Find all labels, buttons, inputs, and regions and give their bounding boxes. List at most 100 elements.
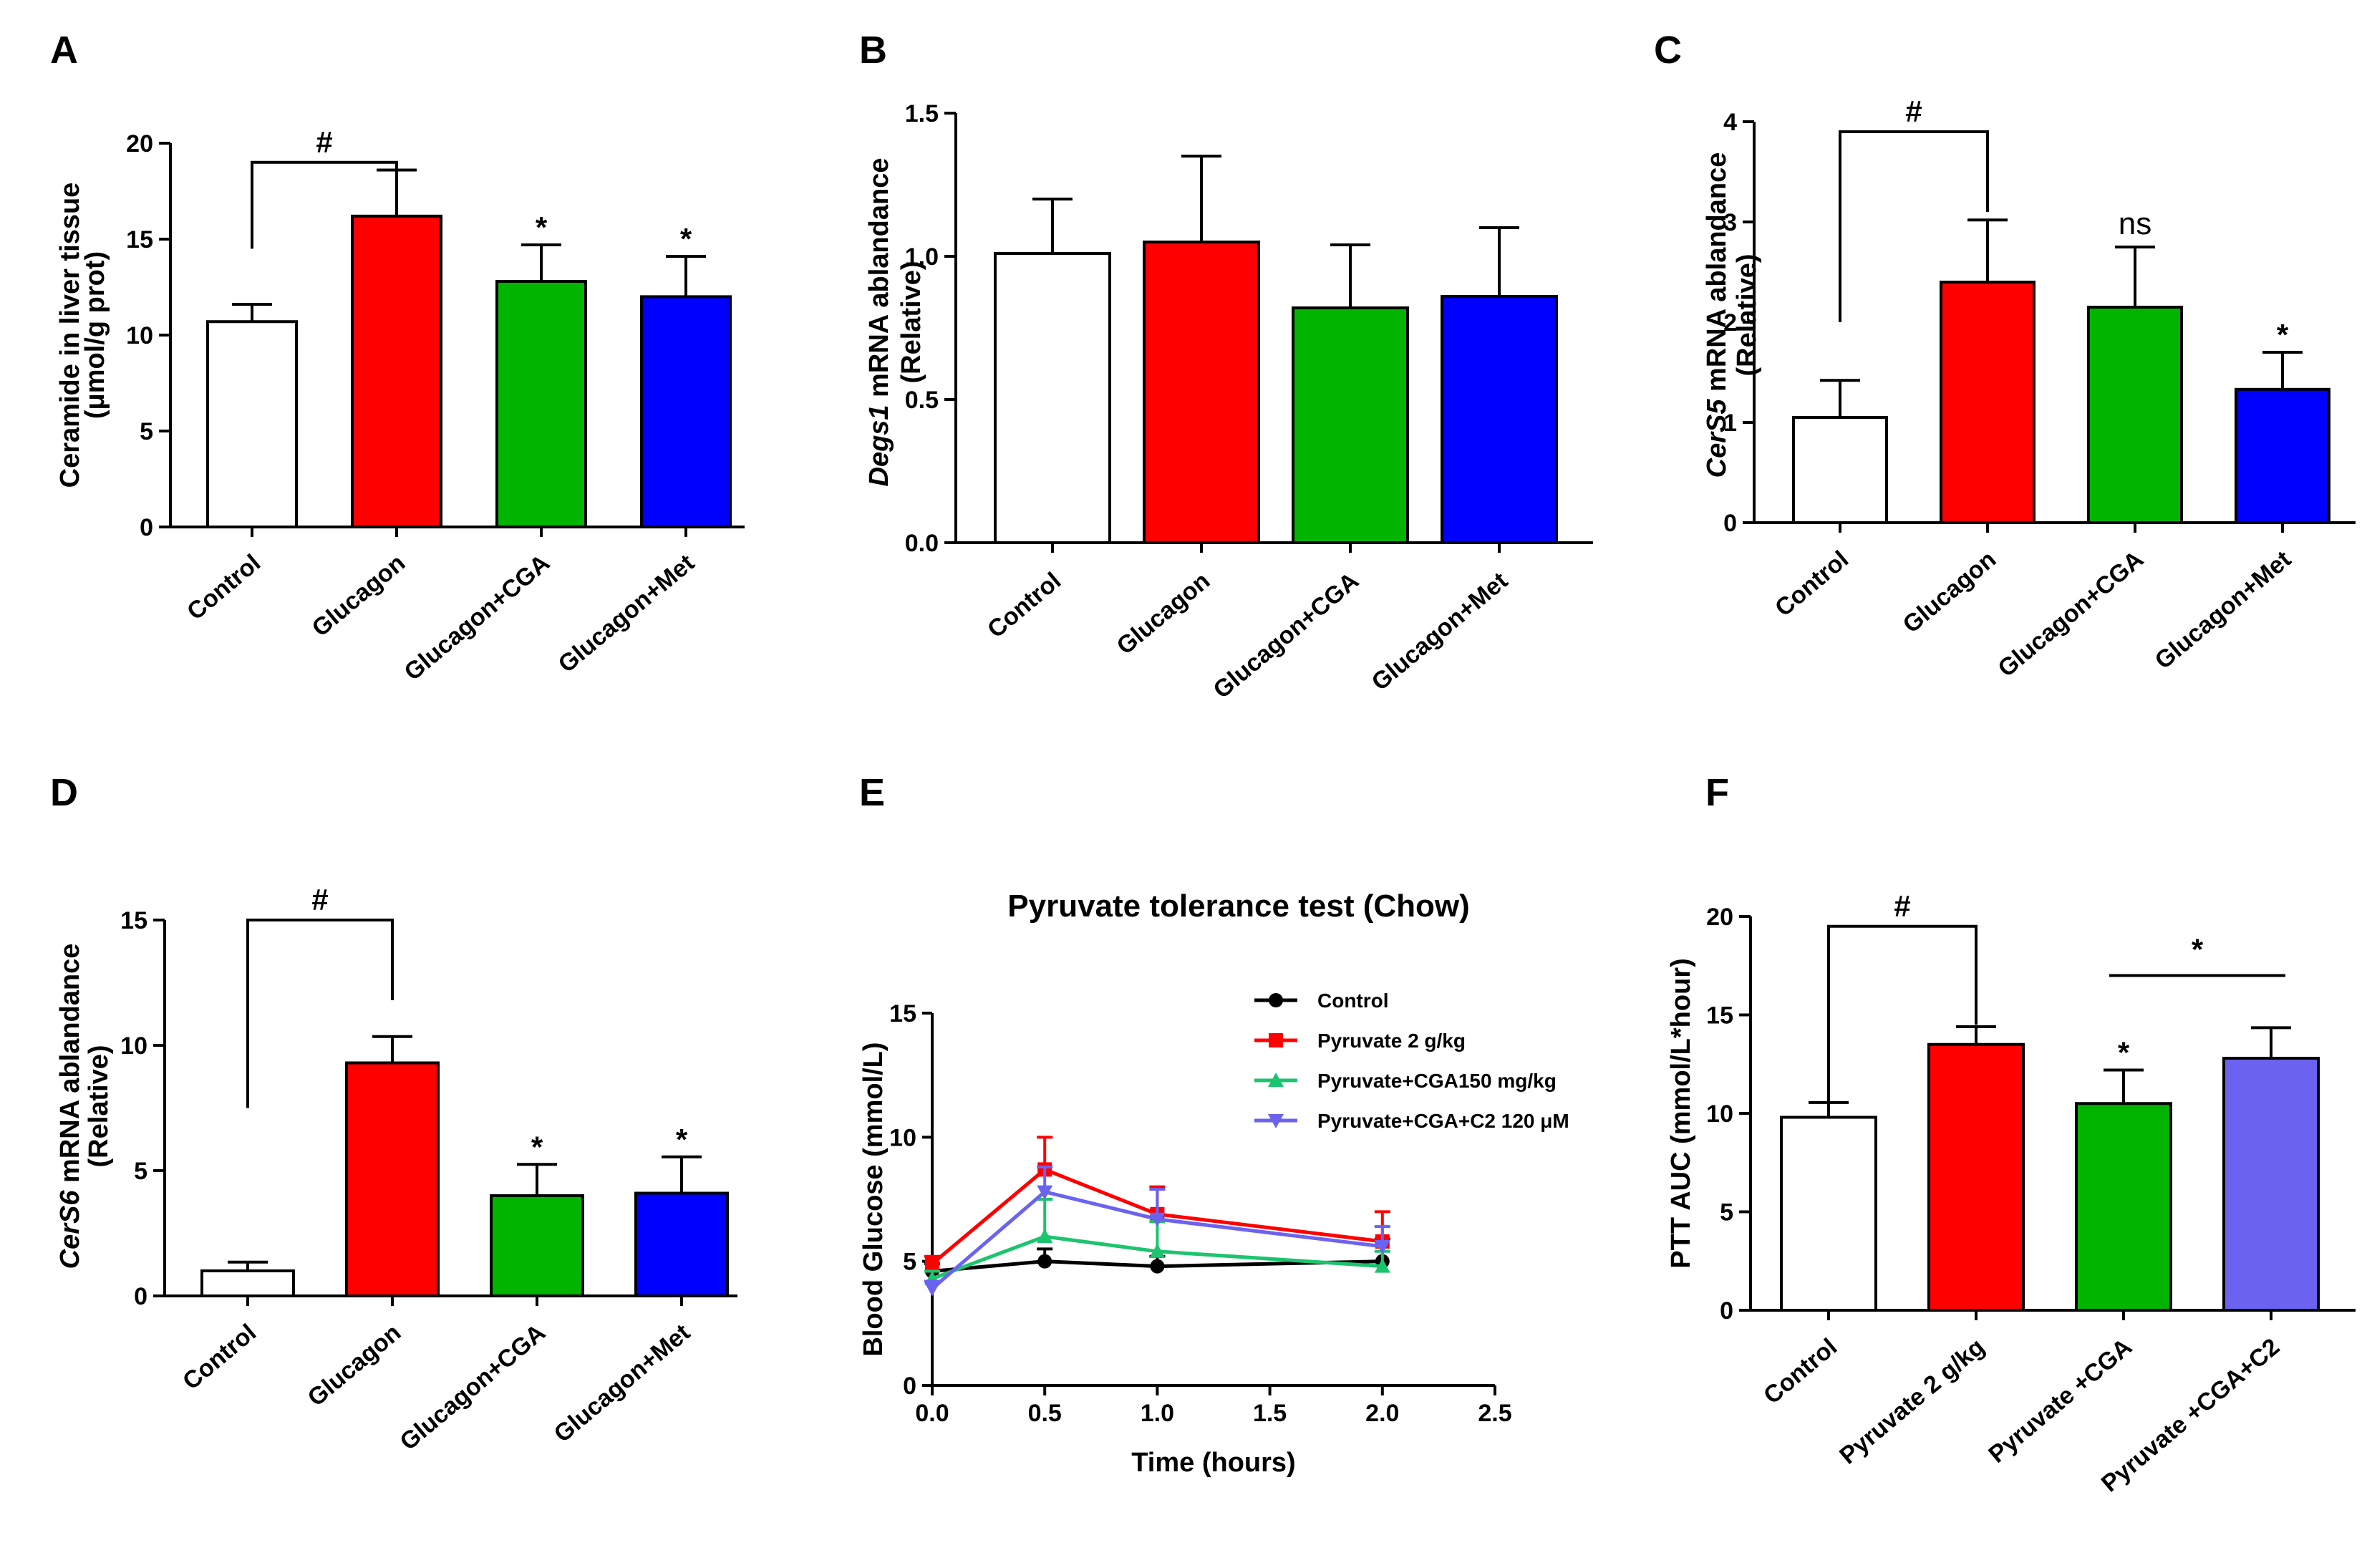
panel-d: D 0 5 10 15 Control GlucagonGlucagon+CGAGlucag… xyxy=(50,771,737,1456)
x-tick-label: 1.0 xyxy=(1141,1400,1174,1427)
y-tick-label: 20 xyxy=(1706,904,1733,931)
category-label: Glucagon+Met xyxy=(553,549,700,678)
category-label: Control xyxy=(182,549,266,626)
y-tick-label: 0.5 xyxy=(905,387,939,414)
y-tick-label: 0 xyxy=(140,514,153,541)
y-tick-label: 10 xyxy=(889,1124,916,1151)
x-tick-label: 0.0 xyxy=(915,1400,949,1427)
significance-mark: * xyxy=(2118,1036,2130,1070)
data-point xyxy=(924,1282,940,1297)
category-label: Control xyxy=(1770,546,1854,622)
bar xyxy=(1927,1042,2025,1312)
category-label: Glucagon+Met xyxy=(1367,567,1514,696)
y-tick-label: 5 xyxy=(1720,1199,1733,1226)
bar xyxy=(1292,306,1409,544)
y-tick-label: 4 xyxy=(1723,109,1737,136)
data-point xyxy=(1037,1254,1052,1269)
data-point xyxy=(1037,1185,1053,1200)
data-point xyxy=(1037,1229,1053,1243)
data-point xyxy=(1374,1239,1390,1254)
panel-letter: B xyxy=(859,29,887,72)
chart-title: Pyruvate tolerance test (Chow) xyxy=(1007,889,1470,924)
category-label: Control xyxy=(982,567,1066,644)
category-label: Glucagon xyxy=(303,1319,407,1412)
y-axis-label: (Relative) xyxy=(84,1045,114,1167)
data-point xyxy=(1149,1243,1166,1258)
y-axis-label: PTT AUC (mmol/L*hour) xyxy=(1666,958,1696,1268)
data-point xyxy=(1269,1033,1283,1047)
x-axis-label: Time (hours) xyxy=(1131,1448,1295,1478)
y-tick-label: 0 xyxy=(134,1283,147,1310)
x-tick-label: 2.5 xyxy=(1478,1400,1511,1427)
x-tick-label: 0.5 xyxy=(1028,1400,1062,1427)
significance-bracket xyxy=(246,919,394,1108)
series-line xyxy=(931,1234,1383,1281)
y-tick-label: 10 xyxy=(1706,1100,1733,1128)
bar xyxy=(200,1269,295,1297)
category-label: Control xyxy=(1758,1333,1842,1410)
category-label: Glucagon+CGA xyxy=(1993,546,2149,682)
category-label: Glucagon+CGA xyxy=(400,549,556,686)
y-tick-label: 5 xyxy=(134,1158,147,1185)
category-label: Glucagon+CGA xyxy=(395,1319,551,1456)
y-tick-label: 1.0 xyxy=(905,243,939,271)
y-axis-label: CerS5 mRNA ablandance xyxy=(1702,153,1732,478)
x-tick-label: 2.0 xyxy=(1365,1400,1399,1427)
category-label: Glucagon+CGA xyxy=(1209,567,1365,704)
data-point xyxy=(1374,1258,1390,1273)
panel-letter: E xyxy=(859,771,885,814)
x-tick-label: 1.5 xyxy=(1253,1400,1287,1427)
legend-label: Pyruvate+CGA150 mg/kg xyxy=(1317,1070,1557,1092)
y-tick-label: 10 xyxy=(126,322,153,349)
bar xyxy=(2075,1102,2172,1312)
y-axis-label: Ceramide in liver tissue xyxy=(55,183,85,488)
series-line xyxy=(931,1259,1383,1274)
series-line xyxy=(931,1167,1383,1266)
data-point xyxy=(1149,1212,1166,1227)
bar xyxy=(1441,295,1558,544)
legend-label: Pyruvate 2 g/kg xyxy=(1317,1030,1466,1052)
y-tick-label: 0 xyxy=(1720,1297,1733,1325)
y-tick-label: 5 xyxy=(903,1249,916,1276)
significance-label: * xyxy=(2192,933,2204,967)
panel-letter: F xyxy=(1705,771,1729,814)
y-tick-label: 15 xyxy=(1706,1002,1733,1030)
y-tick-label: 10 xyxy=(120,1032,147,1060)
y-tick-label: 3 xyxy=(1723,209,1737,236)
significance-label: # xyxy=(316,125,332,159)
bar xyxy=(1780,1115,1877,1312)
y-tick-label: 0 xyxy=(1723,510,1737,537)
panel-letter: A xyxy=(50,29,78,72)
significance-mark: * xyxy=(531,1130,543,1163)
y-tick-label: 20 xyxy=(126,130,153,158)
y-tick-label: 0 xyxy=(903,1373,916,1400)
significance-label: # xyxy=(1894,889,1910,923)
category-label: Glucagon+Met xyxy=(2150,546,2297,674)
significance-mark: * xyxy=(680,222,692,256)
bar xyxy=(640,295,732,528)
y-tick-label: 1 xyxy=(1723,410,1737,437)
significance-mark: ns xyxy=(2119,206,2151,241)
significance-mark: * xyxy=(676,1123,688,1156)
y-axis-label: (μmol/g prot) xyxy=(80,251,110,419)
y-tick-label: 15 xyxy=(120,907,147,934)
y-tick-label: 15 xyxy=(126,226,153,253)
category-label: Glucagon xyxy=(1112,567,1216,660)
y-tick-label: 0.0 xyxy=(905,530,939,557)
data-point xyxy=(1150,1259,1165,1274)
category-label: Pyruvate 2 g/kg xyxy=(1834,1333,1990,1470)
bar xyxy=(1792,416,1888,524)
data-point xyxy=(1268,1114,1284,1128)
y-tick-label: 5 xyxy=(140,418,153,445)
y-axis-label: Blood Glucose (mmol/L) xyxy=(858,1042,889,1356)
category-label: Glucagon xyxy=(307,549,411,642)
bar xyxy=(994,252,1111,544)
panel-a: A 0 5 10 15 20 Control GlucagonGlucagon+CGAGluc… xyxy=(50,29,745,686)
panel-letter: C xyxy=(1654,29,1682,72)
panel-letter: D xyxy=(50,771,78,814)
significance-bracket xyxy=(1839,130,1989,322)
bar xyxy=(1940,281,2036,524)
significance-label: # xyxy=(311,883,328,916)
